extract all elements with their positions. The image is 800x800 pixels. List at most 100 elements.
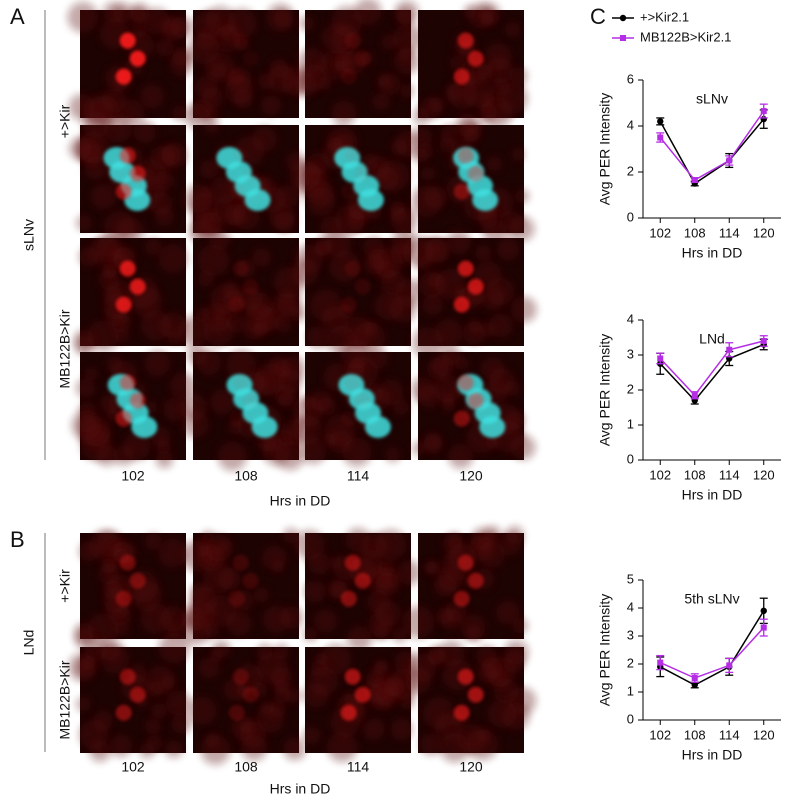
- noise: [491, 77, 510, 96]
- noise: [303, 726, 321, 745]
- red-cell: [119, 554, 136, 571]
- cyan-cell: [244, 189, 271, 211]
- y-tick-label: 2: [627, 655, 634, 670]
- noise: [320, 644, 352, 675]
- axis-title: Hrs in DD: [270, 493, 331, 509]
- noise: [109, 734, 132, 757]
- column-label: 108: [234, 468, 258, 484]
- noise: [212, 640, 231, 658]
- point: [691, 392, 698, 399]
- noise: [227, 8, 257, 38]
- y-tick-label: 1: [627, 683, 634, 698]
- x-axis-title: Hrs in DD: [682, 487, 743, 503]
- noise: [159, 605, 186, 632]
- noise: [76, 697, 91, 712]
- x-tick-label: 108: [684, 727, 706, 742]
- noise: [262, 545, 287, 570]
- y-tick-label: 6: [627, 71, 634, 86]
- point: [760, 338, 767, 344]
- noise: [318, 76, 332, 90]
- noise: [133, 121, 156, 144]
- noise: [149, 192, 173, 216]
- red-cell: [242, 392, 259, 409]
- noise: [303, 627, 318, 642]
- red-cell: [457, 668, 474, 685]
- noise: [129, 7, 146, 24]
- y-axis-title: Avg PER Intensity: [597, 334, 613, 447]
- red-cell: [115, 296, 132, 313]
- noise: [484, 525, 502, 543]
- noise: [256, 705, 284, 733]
- noise: [84, 367, 98, 381]
- red-cell: [340, 590, 357, 607]
- micrograph: [68, 632, 192, 762]
- x-tick-label: 108: [684, 225, 706, 240]
- micrograph: [180, 345, 307, 471]
- noise: [363, 718, 385, 740]
- red-cell: [119, 374, 136, 391]
- noise: [90, 183, 117, 210]
- series-line: [659, 340, 764, 397]
- noise: [189, 219, 213, 244]
- noise: [217, 441, 247, 471]
- x-tick-label: 114: [719, 467, 740, 482]
- y-tick-label: 0: [627, 451, 634, 466]
- noise: [308, 666, 338, 696]
- noise: [283, 737, 307, 761]
- red-cell: [453, 296, 470, 313]
- noise: [79, 541, 100, 562]
- noise: [352, 548, 383, 579]
- noise: [436, 607, 454, 625]
- point: [691, 177, 698, 184]
- noise: [512, 618, 528, 634]
- micrograph: [402, 525, 528, 641]
- noise: [372, 92, 390, 110]
- noise: [233, 89, 253, 109]
- noise: [307, 187, 336, 216]
- noise: [204, 119, 219, 134]
- noise: [511, 148, 525, 161]
- noise: [123, 432, 151, 461]
- noise: [160, 145, 182, 166]
- column-label: 108: [234, 759, 258, 775]
- red-cell: [340, 296, 357, 313]
- noise: [144, 350, 171, 377]
- noise: [439, 732, 470, 763]
- noise: [375, 166, 399, 191]
- red-cell: [453, 704, 470, 721]
- point: [760, 607, 767, 614]
- red-cell: [129, 392, 146, 409]
- red-cell: [453, 410, 470, 427]
- noise: [169, 51, 195, 77]
- noise: [425, 238, 451, 264]
- x-tick-label: 120: [753, 727, 775, 742]
- noise: [448, 443, 474, 469]
- noise: [169, 372, 197, 400]
- noise: [79, 414, 98, 433]
- red-cell: [467, 50, 484, 67]
- point: [657, 355, 664, 362]
- cyan-cell: [479, 416, 506, 438]
- noise: [413, 107, 430, 124]
- noise: [83, 156, 108, 180]
- noise: [197, 270, 214, 287]
- micrograph: [178, 228, 307, 347]
- noise: [446, 230, 471, 255]
- noise: [178, 316, 209, 347]
- noise: [204, 622, 220, 638]
- micrograph: [413, 2, 528, 129]
- red-cell: [344, 260, 361, 277]
- noise: [266, 3, 295, 32]
- noise: [289, 160, 321, 192]
- noise: [145, 238, 162, 256]
- noise: [278, 392, 293, 408]
- noise: [226, 349, 257, 381]
- noise: [434, 319, 463, 347]
- noise: [280, 606, 304, 629]
- noise: [466, 729, 499, 761]
- noise: [200, 160, 219, 179]
- noise: [487, 699, 517, 729]
- column-label: 114: [347, 759, 370, 775]
- red-cell: [453, 68, 470, 85]
- red-cell: [115, 704, 132, 721]
